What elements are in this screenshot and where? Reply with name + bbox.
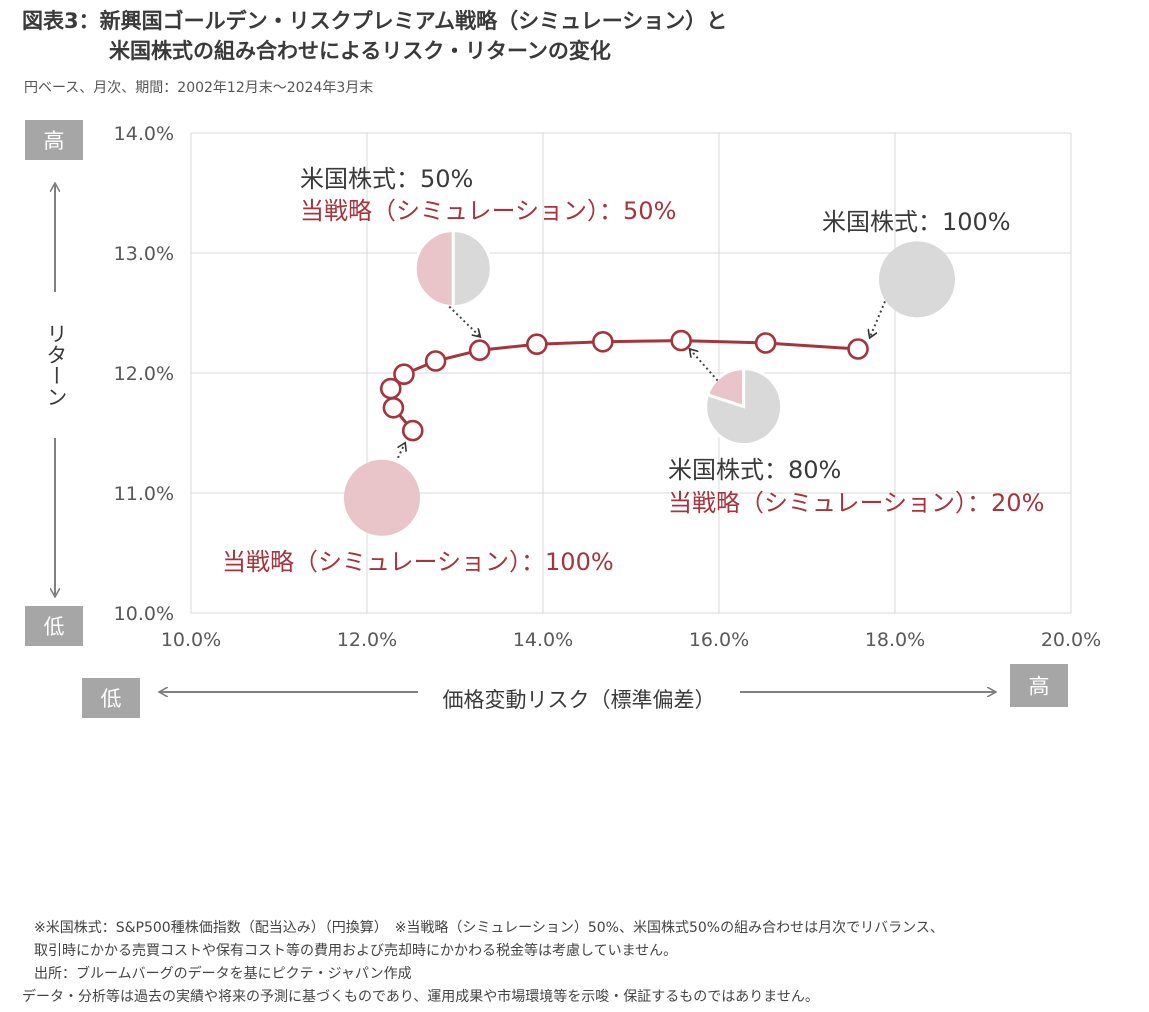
chart-subtitle: 円ベース、月次、期間：2002年12月末～2024年3月末 [24,80,374,96]
allocation-pies [343,229,955,536]
title-line-1: 図表3：新興国ゴールデン・リスクプレミアム戦略（シミュレーション）と [22,9,728,33]
data-point [424,350,447,372]
pointer-arrow [448,305,479,337]
allocation-pie [879,241,955,318]
y-tick-label: 12.0% [114,363,174,385]
y-high-badge: 高 [44,129,65,153]
data-point [382,396,405,419]
data-point [393,363,415,386]
footnote-line-1: ※米国株式：S&P500種株価指数（配当込み）（円換算） ※当戦略（シミュレーシ… [34,920,944,936]
chart-title: 図表3：新興国ゴールデン・リスクプレミアム戦略（シミュレーション）と 米国株式の… [22,6,727,66]
x-high-badge-bg [1010,664,1068,707]
pie-slice-strategy [343,459,420,536]
footnote-line-2: 取引時にかかる売買コストや保有コスト等の費用および売却時にかかわる税金等は考慮し… [34,943,678,959]
data-point [670,329,692,352]
footnotes: ※米国株式：S&P500種株価指数（配当込み）（円換算） ※当戦略（シミュレーシ… [22,917,944,1009]
pie-slice-us [704,367,784,447]
x-tick-label: 20.0% [1041,629,1101,651]
data-point [526,333,548,356]
pie-slice-us [879,241,955,318]
annotation-label-strategy: 当戦略（シミュレーション）：50% [300,197,676,225]
data-point [401,419,424,442]
annotation-arrows [397,301,886,459]
risk-return-chart: 10.0% 12.0% 14.0% 16.0% 18.0% 20.0% 10.0% 11.0%… [25,120,1102,718]
data-point [468,339,491,362]
pie-slice-us [451,229,493,309]
x-axis-label: 価格変動リスク（標準偏差） [443,688,716,712]
x-low-badge-bg [82,678,140,718]
y-axis-label: リターン [44,323,68,407]
pointer-arrow [397,444,405,459]
allocation-pie [704,367,784,447]
y-tick-label: 11.0% [114,483,174,505]
pie-slice-strategy [413,229,455,309]
y-tick-label: 13.0% [114,243,174,265]
annotation-labels: 米国株式：50% 当戦略（シミュレーション）：50% 米国株式：100% 米国株式：8… [222,165,1044,576]
annotation-label-strategy: 当戦略（シミュレーション）：100% [222,548,614,576]
data-point [592,330,614,353]
pointer-arrow [870,301,886,337]
pointer-arrow [690,350,719,382]
annotation-label-strategy: 当戦略（シミュレーション）：20% [668,489,1044,517]
x-tick-label: 16.0% [689,629,749,651]
y-tick-label: 14.0% [114,123,174,145]
footnote-disclaimer: データ・分析等は過去の実績や将来の予測に基づくものであり、運用成果や市場環境等を… [22,989,819,1005]
x-tick-label: 18.0% [865,629,925,651]
allocation-pie [343,459,420,536]
y-low-badge-bg [25,606,83,646]
x-tick-label: 10.0% [161,629,221,651]
series-line [389,339,859,432]
annotation-label-us: 米国株式：100% [822,208,1011,236]
allocation-pie [413,229,493,309]
y-high-badge-bg [25,120,83,160]
x-high-badge: 高 [1029,675,1050,699]
x-tick-label: 14.0% [513,629,573,651]
y-tick-label: 10.0% [114,603,174,625]
data-point [847,338,869,360]
data-point [379,377,402,400]
tick-labels: 10.0% 12.0% 14.0% 16.0% 18.0% 20.0% 10.0% 11.0%… [114,123,1102,651]
title-line-2: 米国株式の組み合わせによるリスク・リターンの変化 [109,39,611,63]
y-low-badge: 低 [44,615,65,639]
annotation-label-us: 米国株式：80% [668,456,841,484]
annotation-label-us: 米国株式：50% [300,165,473,193]
x-tick-label: 12.0% [337,629,397,651]
x-low-badge: 低 [101,687,122,711]
footnote-source: 出所：ブルームバーグのデータを基にピクテ・ジャパン作成 [34,966,412,982]
frontier-series [379,329,869,442]
data-point [754,332,777,354]
